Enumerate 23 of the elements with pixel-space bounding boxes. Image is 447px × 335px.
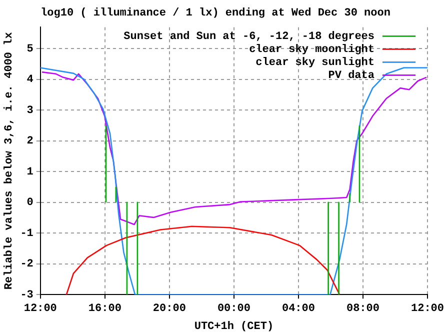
x-tick-label: 12:00 (24, 302, 57, 315)
y-tick-label: -1 (20, 228, 34, 240)
x-tick-label: 08:00 (346, 302, 380, 315)
x-tick-label: 00:00 (217, 302, 250, 315)
x-axis-title: UTC+1h (CET) (194, 321, 274, 334)
y-tick-label: -3 (20, 289, 34, 302)
y-tick-label: 1 (26, 166, 34, 178)
legend-label: Sunset and Sun at -6, -12, -18 degrees (124, 30, 374, 43)
y-tick-label: -2 (20, 258, 34, 271)
y-axis-title: Reliable values below 3,6, i.e. 4000 lx (3, 32, 16, 290)
y-tick-label: 0 (26, 197, 34, 210)
legend-label: PV data (328, 70, 375, 82)
y-tick-label: 5 (26, 43, 34, 56)
legend-label: clear sky sunlight (256, 56, 374, 69)
chart-title: log10 ( illuminance / 1 lx) ending at Wed Dec 30 noon (40, 7, 390, 20)
y-tick-label: 4 (26, 74, 34, 86)
x-tick-label: 12:00 (410, 302, 444, 315)
legend-label: clear sky moonlight (249, 44, 374, 56)
y-tick-label: 2 (26, 136, 34, 148)
x-tick-label: 04:00 (282, 302, 315, 315)
y-tick-label: 3 (26, 104, 34, 117)
x-tick-label: 20:00 (152, 302, 186, 315)
x-tick-label: 16:00 (88, 302, 122, 315)
